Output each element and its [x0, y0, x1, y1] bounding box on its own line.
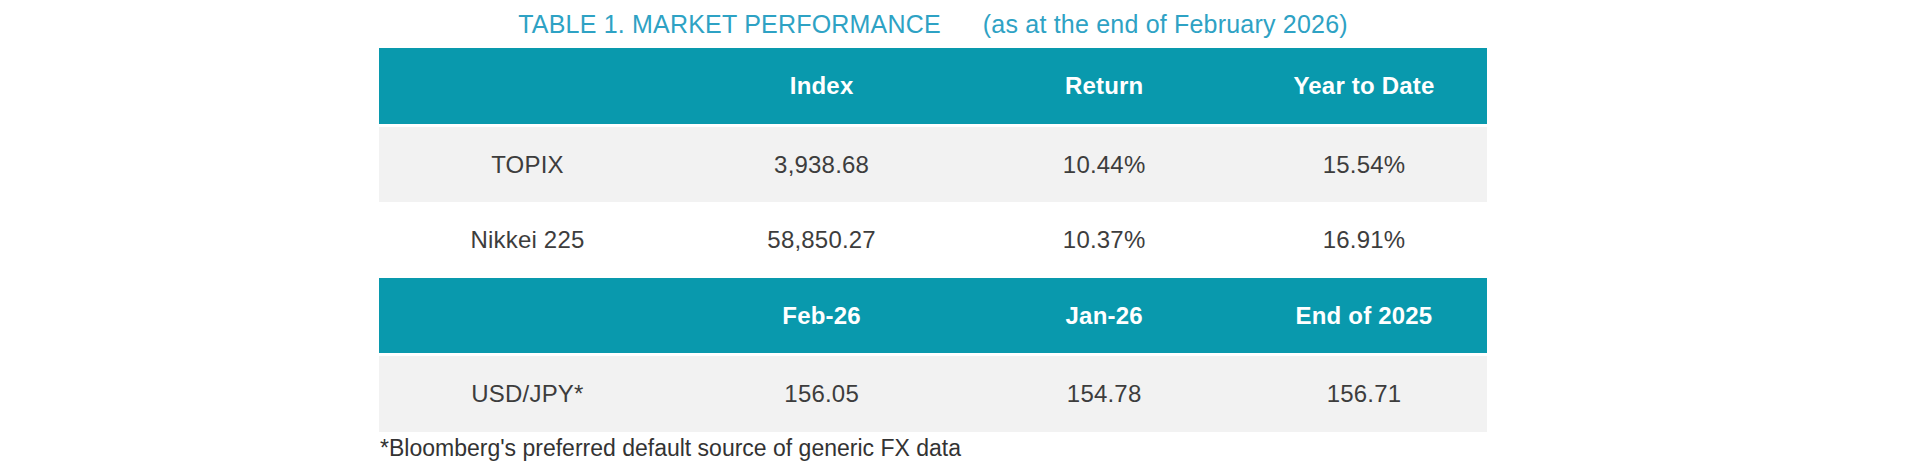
table-title: TABLE 1. MARKET PERFORMANCE (as at the e…	[379, 10, 1487, 39]
topix-return-value: 10.44%	[967, 127, 1241, 202]
row-label-usd-jpy: USD/JPY*	[379, 356, 676, 432]
fx-rate-table: Feb-26 Jan-26 End of 2025 USD/JPY* 156.0…	[379, 278, 1487, 432]
topix-index-value: 3,938.68	[676, 127, 967, 202]
table2-header-jan-26: Jan-26	[967, 278, 1241, 353]
table-title-main: TABLE 1. MARKET PERFORMANCE	[518, 10, 941, 39]
row-label-nikkei-225: Nikkei 225	[379, 202, 676, 277]
topix-ytd-value: 15.54%	[1241, 127, 1487, 202]
nikkei-return-value: 10.37%	[967, 202, 1241, 277]
page: TABLE 1. MARKET PERFORMANCE (as at the e…	[0, 0, 1920, 463]
table-row-nikkei-225: Nikkei 225 58,850.27 10.37% 16.91%	[379, 202, 1487, 277]
table1-header-index: Index	[676, 48, 967, 124]
table-row-usd-jpy: USD/JPY* 156.05 154.78 156.71	[379, 356, 1487, 432]
table-title-date-suffix: (as at the end of February 2026)	[983, 10, 1348, 39]
table2-header-blank	[379, 278, 676, 353]
table2-header-row: Feb-26 Jan-26 End of 2025	[379, 278, 1487, 353]
row-label-topix: TOPIX	[379, 127, 676, 202]
table1-header-blank	[379, 48, 676, 124]
usd-jpy-jan-26-value: 154.78	[967, 356, 1241, 432]
nikkei-ytd-value: 16.91%	[1241, 202, 1487, 277]
bloomberg-footnote: *Bloomberg's preferred default source of…	[380, 435, 961, 462]
market-performance-table: Index Return Year to Date TOPIX 3,938.68…	[379, 48, 1487, 277]
nikkei-index-value: 58,850.27	[676, 202, 967, 277]
table1-header-return: Return	[967, 48, 1241, 124]
table1-header-row: Index Return Year to Date	[379, 48, 1487, 124]
usd-jpy-end-of-2025-value: 156.71	[1241, 356, 1487, 432]
table1-header-year-to-date: Year to Date	[1241, 48, 1487, 124]
table-row-topix: TOPIX 3,938.68 10.44% 15.54%	[379, 127, 1487, 202]
table2-header-end-of-2025: End of 2025	[1241, 278, 1487, 353]
usd-jpy-feb-26-value: 156.05	[676, 356, 967, 432]
table2-header-feb-26: Feb-26	[676, 278, 967, 353]
